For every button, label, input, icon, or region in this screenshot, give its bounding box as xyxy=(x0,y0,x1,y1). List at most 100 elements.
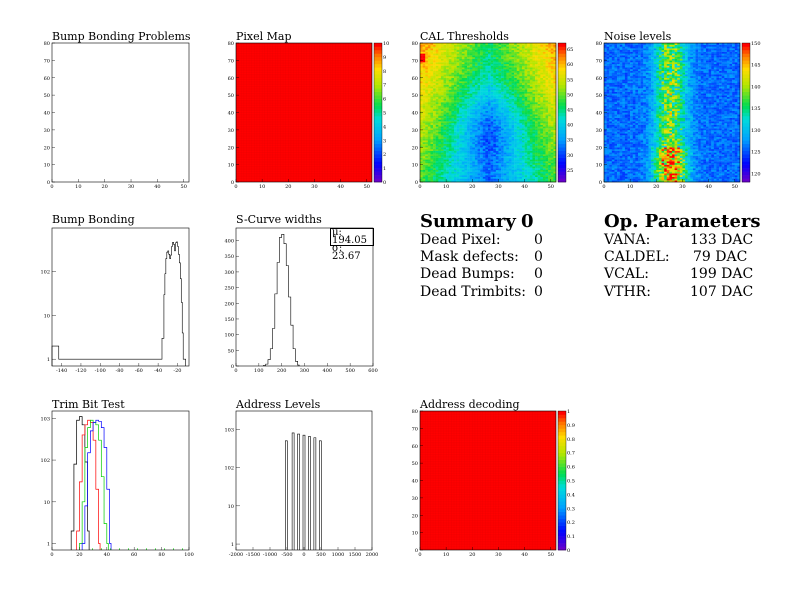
cal-thresholds-cbar-cell-24 xyxy=(558,95,566,99)
scurve-widths-frame xyxy=(235,227,374,367)
address-decoding-ytick-label-0: 0 xyxy=(415,548,418,554)
noise-levels-cbar-frame xyxy=(741,42,751,183)
address-decoding-cbar-cell-7 xyxy=(558,522,566,526)
cal-thresholds-cbar-cell-28 xyxy=(558,81,566,85)
pixel-map-xtick-label-5: 50 xyxy=(364,184,370,190)
pixel-map-cbar-cell-29 xyxy=(374,77,382,82)
bb-problems-xtick-label-4: 40 xyxy=(154,184,160,190)
address-decoding-xtick-label-1: 10 xyxy=(443,552,449,558)
address-decoding-cbar-cell-15 xyxy=(558,494,566,499)
bb-problems-ytick-label-8: 80 xyxy=(44,41,50,47)
noise-levels-xtick-label-5: 50 xyxy=(732,184,738,190)
address-levels-xtick-label-0: -2000 xyxy=(229,552,243,558)
noise-levels-cbar-cell-12 xyxy=(742,136,750,141)
bump-bonding-xtick-label-3: -80 xyxy=(116,368,124,374)
pixel-map-cbar-cell-34 xyxy=(374,60,382,65)
noise-levels-cbar-label-0: 120 xyxy=(751,171,761,177)
title-bump-bonding: Bump Bonding xyxy=(52,213,135,226)
pixel-map-cbar-label-9: 9 xyxy=(383,55,386,61)
title-pixel-map: Pixel Map xyxy=(236,30,292,43)
cal-thresholds-xtick-label-5: 50 xyxy=(548,184,554,190)
noise-levels-ytick-label-5: 50 xyxy=(596,93,602,99)
summary-value-mask-defects: 0 xyxy=(534,249,543,265)
bb-problems-ytick-label-2: 20 xyxy=(44,145,50,151)
trim-bit-test-ytick-label-1: 10 xyxy=(44,500,50,506)
noise-levels-cbar-cell-16 xyxy=(742,122,750,127)
cal-thresholds-cbar-label-1: 30 xyxy=(567,153,573,159)
scurve-mean: μ: 194.05 xyxy=(332,227,367,246)
cal-thresholds-cbar-label-2: 35 xyxy=(567,138,573,144)
trim-bit-test-xtick-label-5: 100 xyxy=(184,552,194,558)
bb-problems-ytick-label-4: 40 xyxy=(44,111,50,117)
cal-thresholds-cbar-cell-18 xyxy=(558,115,566,120)
noise-levels-ytick-label-1: 10 xyxy=(596,163,602,169)
address-levels-xtick-label-8: 2000 xyxy=(366,552,379,558)
address-decoding-cbar-cell-26 xyxy=(558,456,566,460)
address-decoding-cbar-cell-11 xyxy=(558,508,566,513)
address-decoding-cbar-cell-2 xyxy=(558,539,566,544)
noise-levels-ytick-label-6: 60 xyxy=(596,76,602,82)
scurve-widths-xtick-label-5: 500 xyxy=(345,368,355,374)
address-decoding-cbar-cell-34 xyxy=(558,428,566,433)
noise-levels-cbar-cell-23 xyxy=(742,98,750,103)
cal-thresholds-cbar-cell-39 xyxy=(558,43,566,47)
address-decoding-cbar-label-10: 1 xyxy=(567,409,570,415)
pixel-map-cbar-cell-8 xyxy=(374,150,382,155)
pixel-map-ytick-label-5: 50 xyxy=(228,93,234,99)
noise-levels-cbar-cell-9 xyxy=(742,147,750,152)
address-levels-peak-5 xyxy=(313,437,317,550)
summary-count: 0 xyxy=(521,211,534,232)
scurve-widths-xtick-label-4: 400 xyxy=(323,368,333,374)
trim-bit-test-series-1 xyxy=(76,419,101,550)
pixel-map-cbar-label-7: 7 xyxy=(383,83,386,89)
pixel-map-ytick-label-3: 30 xyxy=(228,128,234,134)
cal-thresholds-cbar-label-4: 45 xyxy=(567,107,573,113)
address-decoding-xtick-label-3: 30 xyxy=(495,552,501,558)
noise-levels-ytick-label-4: 40 xyxy=(596,111,602,117)
address-decoding-cbar-cell-28 xyxy=(558,449,566,453)
address-decoding-cbar-cell-37 xyxy=(558,417,566,422)
pixel-map-cbar-cell-26 xyxy=(374,88,382,92)
pixel-map-cbar-cell-36 xyxy=(374,53,382,58)
scurve-widths-ytick-label-6: 300 xyxy=(224,270,234,276)
cal-thresholds-cbar-cell-23 xyxy=(558,98,566,103)
address-decoding-cbar-cell-10 xyxy=(558,511,566,516)
noise-levels-cbar-cell-34 xyxy=(742,60,750,65)
bb-problems-ytick-label-5: 50 xyxy=(44,93,50,99)
cal-thresholds-cbar-cell-11 xyxy=(558,140,566,145)
cal-thresholds-cbar-cell-26 xyxy=(558,88,566,92)
bump-bonding-series-0 xyxy=(51,241,186,366)
address-decoding-cbar-label-7: 0.7 xyxy=(567,451,575,457)
title-address-decoding: Address decoding xyxy=(420,398,520,411)
address-decoding-cbar-frame xyxy=(557,410,567,551)
cal-thresholds-cbar-cell-4 xyxy=(558,164,566,169)
cal-thresholds-cells xyxy=(420,43,557,183)
bump-bonding-xtick-label-2: -100 xyxy=(95,368,106,374)
address-decoding-cbar-label-9: 0.9 xyxy=(567,423,575,429)
noise-levels-cbar-cell-24 xyxy=(742,95,750,99)
address-decoding-cbar-cell-19 xyxy=(558,480,566,485)
cal-thresholds-cbar-label-0: 25 xyxy=(567,168,573,174)
bb-problems-frame xyxy=(51,42,190,183)
trim-bit-test-ytick-label-3: 103 xyxy=(40,416,50,422)
op-value-vana: 133 DAC xyxy=(690,232,754,248)
address-decoding-cbar-label-1: 0.1 xyxy=(567,534,575,540)
noise-levels-cbar-cell-6 xyxy=(742,157,750,162)
address-decoding-cbar-cell-21 xyxy=(558,473,566,478)
address-levels-xtick-label-4: 0 xyxy=(302,552,305,558)
bb-problems-ytick-label-6: 60 xyxy=(44,76,50,82)
bb-problems-xtick-label-2: 20 xyxy=(102,184,108,190)
address-decoding-cbar-cell-6 xyxy=(558,525,566,530)
address-decoding-cbar-label-6: 0.6 xyxy=(567,465,575,471)
address-decoding-cbar-cell-36 xyxy=(558,421,566,426)
op-params-title: Op. Parameters xyxy=(604,211,761,232)
pixel-map-cbar-cell-25 xyxy=(374,91,382,96)
noise-levels-cbar-label-4: 140 xyxy=(751,84,761,90)
address-decoding-ytick-label-4: 40 xyxy=(412,479,418,485)
title-scurve-widths: S-Curve widths xyxy=(236,213,322,226)
cal-thresholds-cbar-cell-13 xyxy=(558,133,566,138)
address-levels-xtick-label-6: 1000 xyxy=(332,552,345,558)
address-decoding-xtick-label-5: 50 xyxy=(548,552,554,558)
pixel-map-cbar-label-4: 4 xyxy=(383,124,386,130)
scurve-sigma: σ: 23.67 xyxy=(332,243,361,262)
